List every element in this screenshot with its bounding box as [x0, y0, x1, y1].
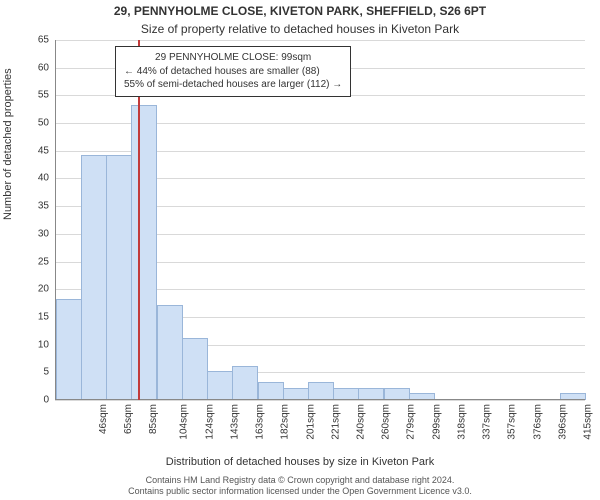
y-tick-label: 5 — [43, 367, 55, 378]
y-tick-label: 25 — [38, 256, 55, 267]
x-tick-label: 221sqm — [330, 404, 341, 440]
x-tick-label: 279sqm — [406, 404, 417, 440]
x-tick-label: 46sqm — [98, 404, 109, 434]
x-tick-label: 182sqm — [280, 404, 291, 440]
x-tick-label: 260sqm — [381, 404, 392, 440]
annotation-callout: 29 PENNYHOLME CLOSE: 99sqm← 44% of detac… — [115, 46, 351, 97]
footer-line-2: Contains public sector information licen… — [0, 486, 600, 498]
histogram-bar — [182, 338, 208, 400]
y-tick-label: 35 — [38, 201, 55, 212]
y-tick-label: 10 — [38, 339, 55, 350]
y-tick-label: 65 — [38, 35, 55, 46]
y-tick-label: 15 — [38, 311, 55, 322]
x-tick-label: 337sqm — [482, 404, 493, 440]
x-tick-label: 201sqm — [305, 404, 316, 440]
x-axis-line — [55, 399, 585, 400]
histogram-bar — [81, 155, 107, 400]
histogram-bar — [232, 366, 258, 400]
annotation-line-1: 29 PENNYHOLME CLOSE: 99sqm — [124, 51, 342, 65]
x-tick-label: 357sqm — [507, 404, 518, 440]
y-tick-label: 30 — [38, 228, 55, 239]
x-tick-label: 318sqm — [457, 404, 468, 440]
y-tick-label: 50 — [38, 118, 55, 129]
annotation-line-3: 55% of semi-detached houses are larger (… — [124, 78, 342, 92]
x-tick-label: 104sqm — [179, 404, 190, 440]
histogram-bar — [157, 305, 183, 400]
x-tick-label: 124sqm — [204, 404, 215, 440]
page-subtitle: Size of property relative to detached ho… — [0, 22, 600, 36]
footer-attribution: Contains HM Land Registry data © Crown c… — [0, 475, 600, 498]
y-tick-label: 60 — [38, 62, 55, 73]
x-tick-label: 299sqm — [431, 404, 442, 440]
y-tick-label: 40 — [38, 173, 55, 184]
y-tick-label: 55 — [38, 90, 55, 101]
footer-line-1: Contains HM Land Registry data © Crown c… — [0, 475, 600, 487]
x-tick-label: 65sqm — [123, 404, 134, 434]
y-tick-label: 45 — [38, 145, 55, 156]
x-axis-label: Distribution of detached houses by size … — [0, 456, 600, 468]
x-tick-label: 163sqm — [255, 404, 266, 440]
y-tick-label: 20 — [38, 284, 55, 295]
histogram-bar — [106, 155, 132, 400]
histogram-bar — [56, 299, 82, 400]
y-tick-label: 0 — [43, 395, 55, 406]
x-tick-label: 396sqm — [557, 404, 568, 440]
page-title-address: 29, PENNYHOLME CLOSE, KIVETON PARK, SHEF… — [0, 4, 600, 18]
histogram-bar — [308, 382, 334, 400]
x-tick-label: 376sqm — [532, 404, 543, 440]
histogram-bar — [207, 371, 233, 400]
x-tick-label: 85sqm — [148, 404, 159, 434]
histogram-bar — [258, 382, 284, 400]
histogram-bar — [131, 105, 157, 400]
y-axis-line — [55, 40, 56, 400]
gridline — [55, 400, 585, 401]
x-tick-label: 143sqm — [229, 404, 240, 440]
y-axis-label: Number of detached properties — [2, 68, 14, 220]
gridline — [55, 40, 585, 41]
annotation-line-2: ← 44% of detached houses are smaller (88… — [124, 65, 342, 79]
x-tick-label: 415sqm — [583, 404, 594, 440]
x-tick-label: 240sqm — [356, 404, 367, 440]
histogram-plot: 0510152025303540455055606546sqm65sqm85sq… — [55, 40, 585, 400]
